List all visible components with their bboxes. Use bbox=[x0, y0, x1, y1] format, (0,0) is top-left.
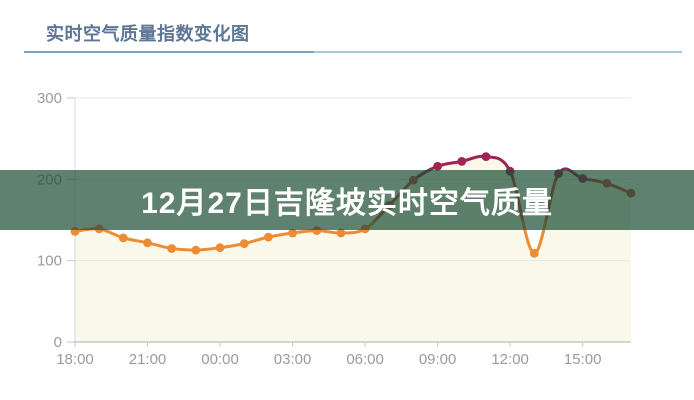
data-point bbox=[264, 232, 273, 242]
x-axis-label: 12:00 bbox=[491, 351, 529, 368]
x-axis-label: 06:00 bbox=[346, 351, 384, 368]
title-underline bbox=[24, 51, 682, 53]
data-point bbox=[167, 244, 177, 253]
x-axis-label: 03:00 bbox=[274, 351, 312, 368]
y-axis-label: 0 bbox=[54, 334, 62, 351]
x-axis-label: 09:00 bbox=[419, 351, 457, 368]
data-point bbox=[457, 157, 467, 166]
x-axis-label: 15:00 bbox=[564, 351, 602, 368]
data-point bbox=[191, 245, 201, 255]
data-point bbox=[239, 239, 249, 249]
banner-overlay: 12月27日吉隆坡实时空气质量 bbox=[0, 170, 694, 230]
title-underline-accent bbox=[24, 51, 314, 53]
y-axis-label: 100 bbox=[37, 253, 62, 270]
data-point bbox=[481, 152, 491, 162]
data-point bbox=[336, 228, 346, 238]
data-point bbox=[215, 243, 225, 253]
page-title: 实时空气质量指数变化图 bbox=[46, 24, 250, 44]
x-axis-label: 00:00 bbox=[201, 351, 239, 368]
data-point bbox=[288, 228, 297, 238]
y-axis-label: 300 bbox=[37, 90, 62, 107]
banner-title: 12月27日吉隆坡实时空气质量 bbox=[141, 187, 553, 220]
data-point bbox=[118, 233, 128, 243]
x-axis-label: 21:00 bbox=[129, 351, 167, 368]
data-point bbox=[433, 161, 442, 171]
data-point bbox=[529, 248, 539, 258]
data-point bbox=[143, 238, 152, 248]
x-axis-label: 18:00 bbox=[56, 351, 94, 368]
